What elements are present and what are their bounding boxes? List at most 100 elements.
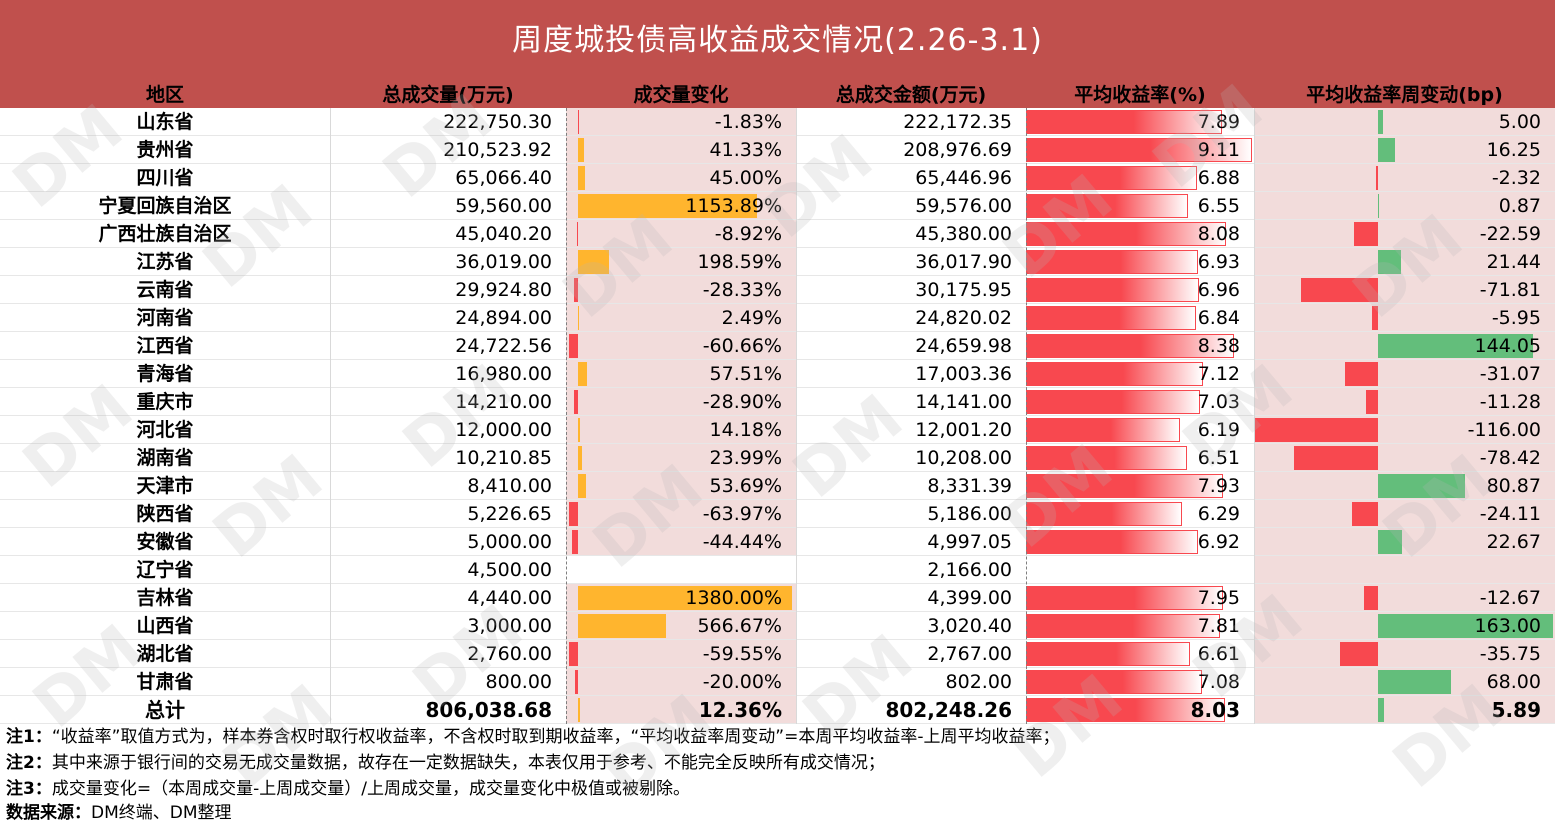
volume-change-cell-text: -28.33% (702, 279, 782, 301)
amount-cell: 4,997.05 (796, 528, 1026, 556)
amount-cell: 5,186.00 (796, 500, 1026, 528)
yield-change-cell-text: 5.00 (1498, 111, 1541, 133)
avg-yield-cell-text: 7.03 (1197, 391, 1240, 413)
region-cell: 湖北省 (0, 640, 330, 668)
yield-change-cell: 80.87 (1254, 472, 1555, 500)
column-divider (1254, 108, 1255, 724)
region-cell: 江苏省 (0, 248, 330, 276)
volume-change-cell-text: 12.36% (698, 698, 782, 722)
data-source: 数据来源：DM终端、DM整理 (6, 800, 232, 826)
amount-cell-text: 222,172.35 (903, 111, 1012, 133)
volume-change-cell: -28.90% (566, 388, 796, 416)
region-cell-text: 重庆市 (136, 391, 194, 413)
volume-change-bar (573, 390, 578, 414)
volume-change-bar (578, 614, 666, 638)
volume-change-cell: -20.00% (566, 668, 796, 696)
yield-change-cell-text: -11.28 (1479, 391, 1541, 413)
volume-cell-text: 10,210.85 (455, 447, 552, 469)
amount-cell: 45,380.00 (796, 220, 1026, 248)
region-cell-text: 天津市 (136, 475, 194, 497)
yield-change-bar (1378, 194, 1379, 218)
column-divider (566, 108, 567, 724)
yield-change-bar (1375, 166, 1378, 190)
yield-change-bar (1378, 250, 1402, 274)
avg-yield-cell-text: 7.89 (1197, 111, 1240, 133)
avg-yield-bar (1026, 278, 1199, 302)
yield-change-cell: -22.59 (1254, 220, 1555, 248)
row-divider (0, 443, 1555, 444)
volume-cell-text: 12,000.00 (455, 419, 552, 441)
volume-change-cell-text: -60.66% (702, 335, 782, 357)
volume-cell-text: 5,000.00 (467, 531, 552, 553)
avg-yield-bar (1026, 502, 1183, 526)
avg-yield-cell-text: 6.93 (1197, 251, 1240, 273)
region-cell-text: 辽宁省 (136, 559, 194, 581)
amount-cell: 10,208.00 (796, 444, 1026, 472)
yield-change-cell-text: -35.75 (1479, 643, 1541, 665)
avg-yield-cell-text: 6.55 (1197, 195, 1240, 217)
row-divider (0, 331, 1555, 332)
volume-change-cell-text: 198.59% (697, 251, 782, 273)
region-cell-text: 青海省 (136, 363, 194, 385)
amount-cell-text: 802,248.26 (885, 698, 1012, 722)
header-volume: 总成交量(万元) (382, 84, 514, 106)
amount-cell-text: 5,186.00 (927, 503, 1012, 525)
volume-change-bar (578, 446, 582, 470)
avg-yield-cell-text: 6.29 (1197, 503, 1240, 525)
note-text: 其中来源于银行间的交易无成交量数据，故存在一定数据缺失，本表仅用于参考、不能完全… (51, 753, 885, 773)
avg-yield-bar (1026, 530, 1198, 554)
note-text: 成交量变化=（本周成交量-上周成交量）/上周成交量，成交量变化中极值或被剔除。 (51, 779, 690, 799)
table-row: 天津市 8,410.00 53.69% 8,331.39 7.93 80.87 (0, 472, 1555, 500)
row-divider (0, 359, 1555, 360)
region-cell: 总计 (0, 696, 330, 724)
volume-cell: 45,040.20 (330, 220, 566, 248)
volume-change-cell-text: 45.00% (709, 167, 782, 189)
volume-cell: 65,066.40 (330, 164, 566, 192)
volume-change-cell: -8.92% (566, 220, 796, 248)
amount-cell: 3,020.40 (796, 612, 1026, 640)
amount-cell-text: 24,820.02 (915, 307, 1012, 329)
volume-change-bar (578, 698, 580, 722)
region-cell-text: 云南省 (136, 279, 194, 301)
volume-change-cell-text: 53.69% (709, 475, 782, 497)
yield-change-cell: 144.05 (1254, 332, 1555, 360)
amount-cell: 2,767.00 (796, 640, 1026, 668)
volume-cell-text: 4,440.00 (467, 587, 552, 609)
yield-change-cell: 22.67 (1254, 528, 1555, 556)
volume-change-bar (578, 418, 581, 442)
amount-cell-text: 3,020.40 (927, 615, 1012, 637)
volume-change-cell-text: 2.49% (721, 307, 782, 329)
yield-change-bar (1378, 138, 1396, 162)
avg-yield-bar (1026, 334, 1234, 358)
volume-change-cell-text: -28.90% (702, 391, 782, 413)
avg-yield-bar (1026, 138, 1252, 162)
volume-cell-text: 8,410.00 (467, 475, 552, 497)
avg-yield-cell-text: 7.81 (1197, 615, 1240, 637)
volume-change-bar (578, 586, 792, 610)
amount-cell: 59,576.00 (796, 192, 1026, 220)
region-cell-text: 吉林省 (136, 587, 194, 609)
total-row: 总计 806,038.68 12.36% 802,248.26 8.03 5.89 (0, 696, 1555, 724)
volume-change-bar (568, 502, 578, 526)
avg-yield-cell-text: 6.96 (1197, 279, 1240, 301)
table-row: 河南省 24,894.00 2.49% 24,820.02 6.84 -5.95 (0, 304, 1555, 332)
volume-cell: 59,560.00 (330, 192, 566, 220)
header-avg-yield: 平均收益率(%) (1074, 84, 1206, 106)
table-row: 甘肃省 800.00 -20.00% 802.00 7.08 68.00 (0, 668, 1555, 696)
table-row: 吉林省 4,440.00 1380.00% 4,399.00 7.95 -12.67 (0, 584, 1555, 612)
region-cell: 广西壮族自治区 (0, 220, 330, 248)
yield-change-bar (1344, 362, 1378, 386)
column-divider (796, 108, 797, 724)
table-row: 湖北省 2,760.00 -59.55% 2,767.00 6.61 -35.75 (0, 640, 1555, 668)
header-volume-change: 成交量变化 (633, 84, 729, 106)
region-cell-text: 山西省 (136, 615, 194, 637)
volume-change-cell-text: 1153.89% (685, 195, 782, 217)
region-cell-text: 宁夏回族自治区 (98, 195, 232, 217)
volume-cell-text: 29,924.80 (455, 279, 552, 301)
amount-cell: 17,003.36 (796, 360, 1026, 388)
amount-cell: 36,017.90 (796, 248, 1026, 276)
region-cell-text: 安徽省 (136, 531, 194, 553)
amount-cell: 208,976.69 (796, 136, 1026, 164)
amount-cell: 222,172.35 (796, 108, 1026, 136)
region-cell-text: 河北省 (136, 419, 194, 441)
